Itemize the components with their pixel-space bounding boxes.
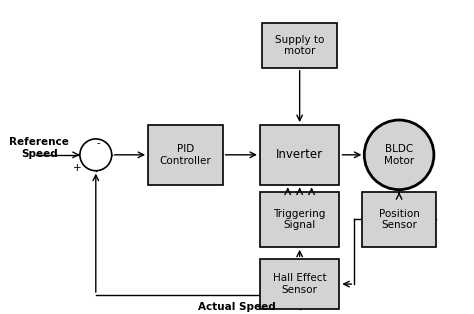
Text: Triggering
Signal: Triggering Signal	[273, 209, 326, 230]
Bar	[362, 192, 437, 247]
Text: Supply to
motor: Supply to motor	[275, 35, 324, 56]
Bar	[262, 23, 337, 68]
Text: Position
Sensor: Position Sensor	[379, 209, 419, 230]
Bar	[148, 125, 223, 185]
Text: BLDC
Motor: BLDC Motor	[384, 144, 414, 165]
Bar	[260, 259, 339, 309]
Text: PID
Controller: PID Controller	[159, 144, 211, 165]
Bar	[260, 125, 339, 185]
Text: Inverter: Inverter	[276, 148, 323, 161]
Text: +: +	[73, 163, 81, 173]
Text: Reference
Speed: Reference Speed	[9, 137, 69, 159]
Text: Hall Effect
Sensor: Hall Effect Sensor	[273, 273, 327, 295]
Text: Actual Speed: Actual Speed	[198, 302, 276, 312]
Circle shape	[80, 139, 112, 171]
Text: -: -	[97, 138, 100, 148]
Bar	[260, 192, 339, 247]
Circle shape	[365, 120, 434, 190]
